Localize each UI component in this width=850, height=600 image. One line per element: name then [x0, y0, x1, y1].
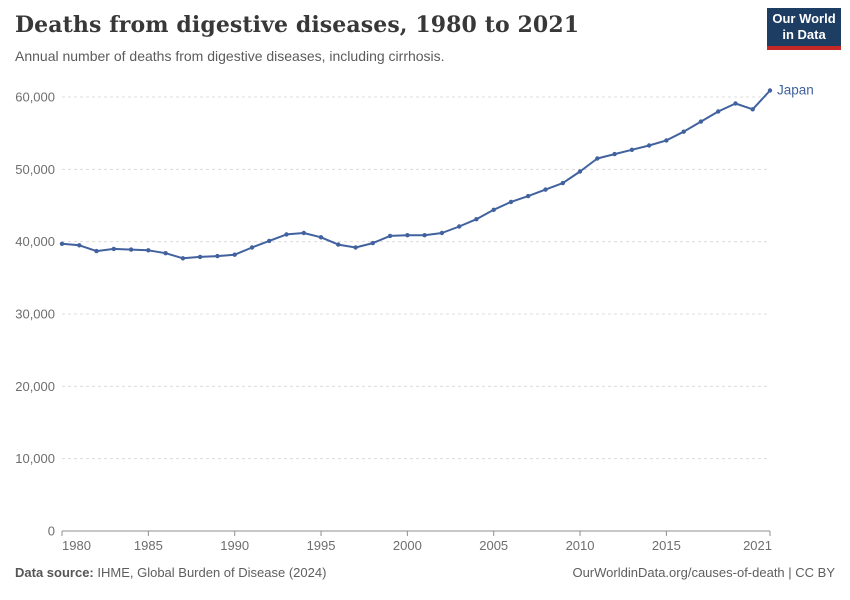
x-axis-tick-label: 1985	[134, 538, 163, 553]
data-point-marker	[111, 246, 117, 252]
owid-logo-line1: Our World	[772, 10, 836, 26]
data-point-marker	[733, 101, 738, 106]
data-point-marker	[457, 224, 462, 229]
line-series-japan	[61, 89, 771, 260]
x-axis-tick-label: 1995	[307, 538, 336, 553]
data-point-marker	[612, 151, 617, 157]
owid-logo-line2: in Data	[782, 27, 826, 42]
data-point-marker	[387, 233, 393, 239]
data-point-marker	[422, 233, 427, 238]
page-title: Deaths from digestive diseases, 1980 to …	[15, 12, 580, 38]
data-point-marker	[681, 129, 686, 134]
data-point-marker	[577, 169, 583, 174]
y-axis-tick-label: 20,000	[15, 379, 55, 394]
data-point-marker	[353, 245, 358, 250]
data-point-marker	[301, 230, 306, 236]
y-axis-tick-label: 40,000	[15, 234, 55, 249]
x-axis-tick-label: 1980	[62, 538, 91, 553]
data-point-marker	[146, 248, 151, 253]
chart-header: Deaths from digestive diseases, 1980 to …	[0, 0, 850, 80]
chart-footer: Data source: IHME, Global Burden of Dise…	[0, 565, 850, 600]
x-axis-tick-label: 2021	[743, 538, 772, 553]
data-point-marker	[232, 252, 237, 257]
x-axis-tick-label: 2010	[566, 538, 595, 553]
data-point-marker	[336, 242, 341, 247]
data-point-marker	[698, 119, 704, 124]
data-point-marker	[439, 230, 445, 236]
data-point-marker	[629, 147, 635, 152]
y-axis-tick-label: 0	[48, 524, 55, 539]
data-point-marker	[526, 193, 531, 199]
data-source-label: Data source:	[15, 565, 94, 580]
data-point-marker	[491, 207, 496, 212]
x-axis-tick-label: 2005	[479, 538, 508, 553]
data-point-marker	[94, 248, 99, 254]
data-point-marker	[767, 88, 773, 93]
data-source-note: Data source: IHME, Global Burden of Dise…	[15, 565, 326, 580]
data-point-marker	[59, 241, 65, 246]
data-point-marker	[197, 254, 203, 260]
data-point-marker	[474, 217, 479, 222]
data-point-marker	[664, 138, 669, 143]
y-axis-tick-label: 60,000	[15, 90, 55, 105]
data-point-marker	[543, 187, 548, 192]
data-point-marker	[215, 253, 220, 259]
data-point-marker	[716, 109, 721, 114]
data-point-marker	[750, 107, 755, 112]
data-point-marker	[249, 245, 255, 250]
data-source-text: IHME, Global Burden of Disease (2024)	[93, 565, 327, 580]
chart-subtitle: Annual number of deaths from digestive d…	[15, 48, 445, 64]
data-point-marker	[318, 235, 324, 240]
data-point-marker	[508, 199, 514, 205]
series-entity-label: Japan	[777, 82, 814, 97]
x-axis-tick-label: 2000	[393, 538, 422, 553]
x-axis-tick-label: 1990	[220, 538, 249, 553]
credit-link[interactable]: OurWorldinData.org/causes-of-death | CC …	[572, 565, 835, 580]
y-axis-tick-label: 10,000	[15, 451, 55, 466]
data-point-marker	[370, 240, 375, 246]
data-point-marker	[595, 156, 600, 161]
owid-logo[interactable]: Our World in Data	[767, 8, 841, 50]
data-point-marker	[284, 232, 289, 237]
data-point-marker	[405, 233, 410, 238]
line-chart-plot: 0 10,000 20,000 30,000 40,000 50,000 60,000 198…	[15, 82, 814, 553]
data-point-marker	[560, 180, 565, 186]
x-axis-tick-label: 2015	[652, 538, 681, 553]
data-point-marker	[646, 143, 652, 148]
data-point-marker	[163, 251, 168, 256]
y-axis-tick-label: 50,000	[15, 162, 55, 177]
data-point-marker	[267, 238, 272, 244]
data-point-marker	[128, 247, 134, 252]
y-axis-tick-label: 30,000	[15, 307, 55, 322]
data-point-marker	[77, 243, 82, 248]
data-point-marker	[180, 256, 186, 261]
